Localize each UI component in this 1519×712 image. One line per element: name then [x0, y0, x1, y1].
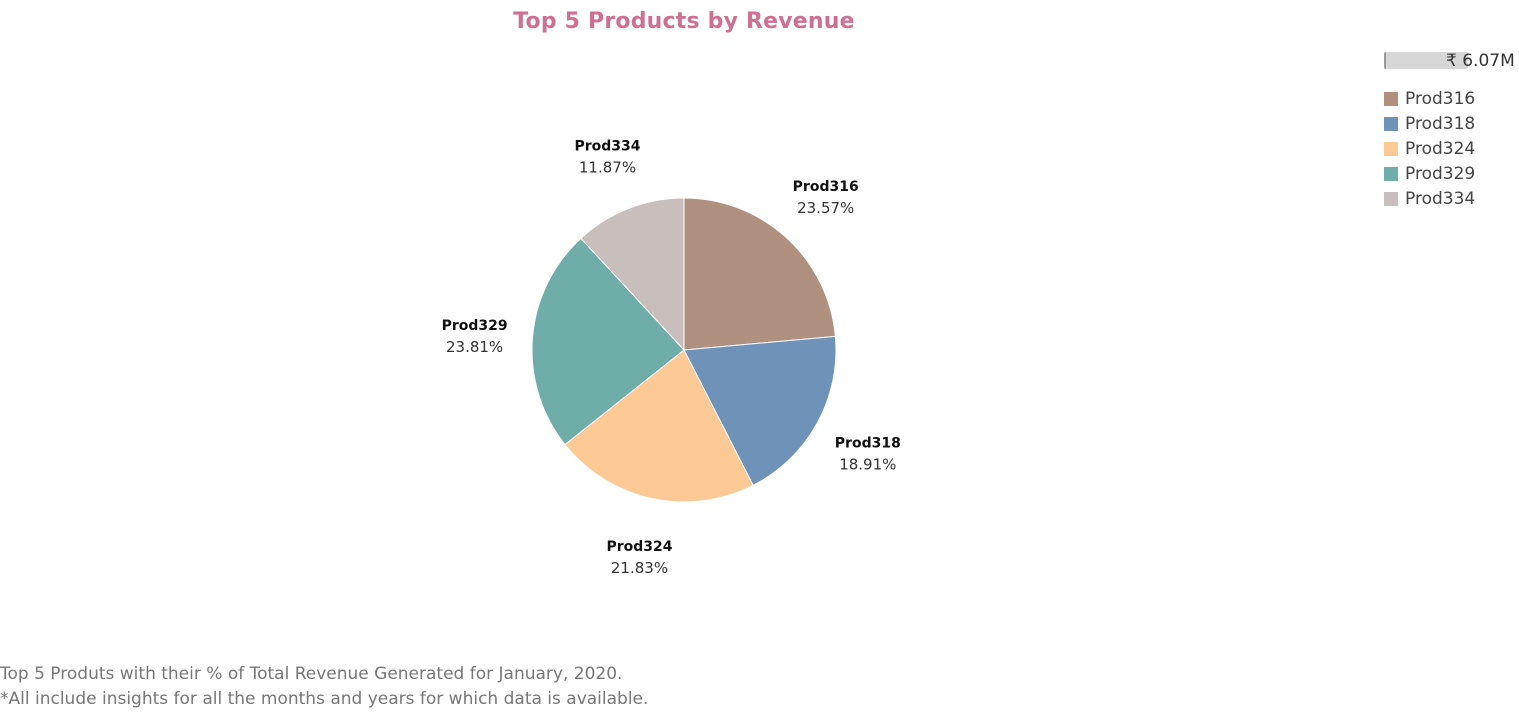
- pie-slice-prod324[interactable]: [564, 349, 754, 503]
- pie-slice-prod316[interactable]: [683, 197, 836, 351]
- pie-slices: [531, 197, 837, 503]
- legend-swatch: [1384, 141, 1398, 156]
- slice-label-percent-prod329: 23.81%: [446, 338, 503, 356]
- legend-swatch: [1384, 191, 1398, 206]
- legend-swatch: [1384, 91, 1398, 106]
- legend-label: Prod329: [1405, 163, 1476, 184]
- size-legend: ₹ 6.07M: [1384, 50, 1519, 72]
- slice-label-percent-prod318: 18.91%: [839, 456, 896, 474]
- pie-slice-prod318[interactable]: [683, 335, 837, 487]
- legend-item-prod334[interactable]: Prod334: [1384, 186, 1475, 211]
- legend-item-prod316[interactable]: Prod316: [1384, 86, 1475, 111]
- size-legend-value: ₹ 6.07M: [1446, 51, 1515, 71]
- pie-slice-prod329[interactable]: [531, 237, 685, 446]
- footnote-line-1: Top 5 Produts with their % of Total Reve…: [0, 664, 623, 684]
- slice-label-percent-prod334: 11.87%: [579, 158, 636, 176]
- legend-item-prod318[interactable]: Prod318: [1384, 111, 1475, 136]
- slice-label-name-prod318: Prod318: [835, 436, 901, 452]
- legend-swatch: [1384, 116, 1398, 131]
- slice-label-name-prod334: Prod334: [574, 138, 640, 154]
- legend-swatch: [1384, 166, 1398, 181]
- pie-slice-prod334[interactable]: [580, 197, 685, 352]
- legend-label: Prod334: [1405, 188, 1476, 209]
- legend-item-prod329[interactable]: Prod329: [1384, 161, 1475, 186]
- chart-title: Top 5 Products by Revenue: [513, 9, 855, 34]
- slice-label-percent-prod324: 21.83%: [611, 559, 668, 577]
- legend-label: Prod316: [1405, 88, 1476, 109]
- slice-label-name-prod329: Prod329: [442, 318, 508, 334]
- slice-label-percent-prod316: 23.57%: [797, 199, 854, 217]
- legend-item-prod324[interactable]: Prod324: [1384, 136, 1475, 161]
- slice-label-name-prod324: Prod324: [606, 539, 672, 555]
- size-legend-bar: [1384, 52, 1468, 69]
- footnote: Top 5 Produts with their % of Total Reve…: [0, 662, 648, 712]
- footnote-line-2: *All include insights for all the months…: [0, 689, 649, 709]
- legend-label: Prod324: [1405, 138, 1476, 159]
- color-legend: Prod316 Prod318 Prod324 Prod329 Prod334: [1384, 86, 1475, 211]
- pie-labels: Prod316 23.57% Prod318 18.91% Prod324 21.83% P…: [442, 138, 901, 577]
- slice-label-name-prod316: Prod316: [793, 179, 859, 195]
- legend-label: Prod318: [1405, 113, 1476, 134]
